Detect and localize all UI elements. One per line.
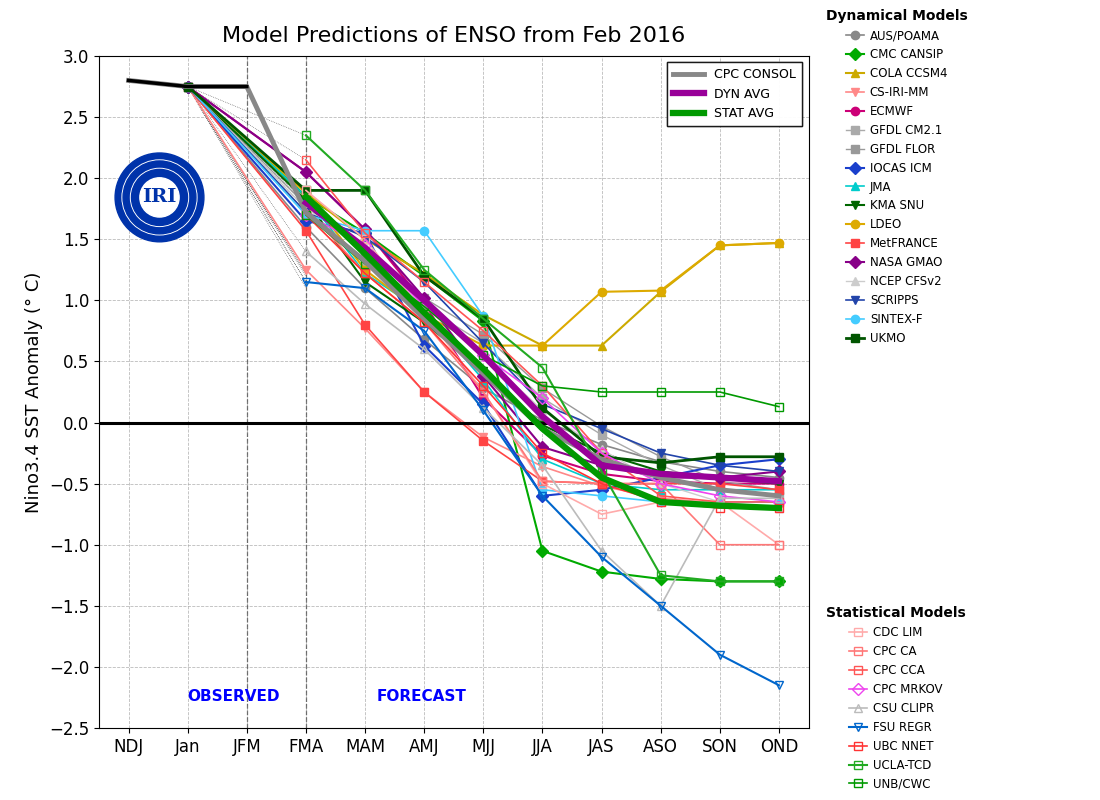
Circle shape bbox=[131, 169, 188, 226]
Circle shape bbox=[123, 161, 196, 234]
Circle shape bbox=[132, 170, 187, 226]
Circle shape bbox=[140, 178, 179, 217]
Legend: CDC LIM, CPC CA, CPC CCA, CPC MRKOV, CSU CLIPR, FSU REGR, UBC NNET, UCLA-TCD, UN: CDC LIM, CPC CA, CPC CCA, CPC MRKOV, CSU… bbox=[823, 603, 969, 794]
Title: Model Predictions of ENSO from Feb 2016: Model Predictions of ENSO from Feb 2016 bbox=[222, 26, 685, 46]
Text: OBSERVED: OBSERVED bbox=[188, 689, 280, 704]
Y-axis label: Nino3.4 SST Anomaly (° C): Nino3.4 SST Anomaly (° C) bbox=[25, 271, 44, 513]
Circle shape bbox=[116, 153, 204, 242]
Text: FORECAST: FORECAST bbox=[377, 689, 466, 704]
Text: IRI: IRI bbox=[142, 189, 177, 206]
Legend: CPC CONSOL, DYN AVG, STAT AVG: CPC CONSOL, DYN AVG, STAT AVG bbox=[667, 62, 802, 126]
Circle shape bbox=[122, 160, 197, 235]
